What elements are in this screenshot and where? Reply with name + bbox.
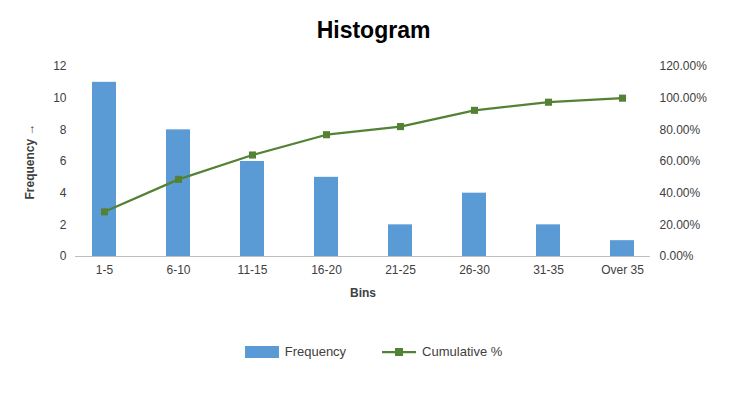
svg-text:Frequency →: Frequency → [23,123,37,199]
svg-text:6: 6 [60,154,67,168]
svg-text:4: 4 [60,186,67,200]
svg-text:1-5: 1-5 [96,263,114,277]
svg-text:20.00%: 20.00% [660,218,701,232]
svg-text:2: 2 [60,218,67,232]
svg-text:60.00%: 60.00% [660,154,701,168]
svg-text:10: 10 [53,91,67,105]
svg-text:40.00%: 40.00% [660,186,701,200]
html-text:Histogram: Histogram [316,17,431,43]
svg-text:31-35: 31-35 [533,263,564,277]
svg-text:Over 35: Over 35 [601,263,644,277]
svg-text:26-30: 26-30 [459,263,490,277]
svg-text:Bins: Bins [350,286,376,300]
svg-text:0.00%: 0.00% [660,249,694,263]
svg-text:16-20: 16-20 [311,263,342,277]
svg-text:80.00%: 80.00% [660,123,701,137]
svg-text:21-25: 21-25 [385,263,416,277]
svg-text:100.00%: 100.00% [660,91,708,105]
html-text:Cumulative %: Cumulative % [422,344,503,359]
svg-text:6-10: 6-10 [166,263,190,277]
svg-text:0: 0 [60,249,67,263]
svg-text:120.00%: 120.00% [660,59,708,73]
html-text:Frequency: Frequency [284,344,347,359]
svg-text:8: 8 [60,123,67,137]
svg-text:12: 12 [53,59,67,73]
svg-text:11-15: 11-15 [238,263,268,277]
